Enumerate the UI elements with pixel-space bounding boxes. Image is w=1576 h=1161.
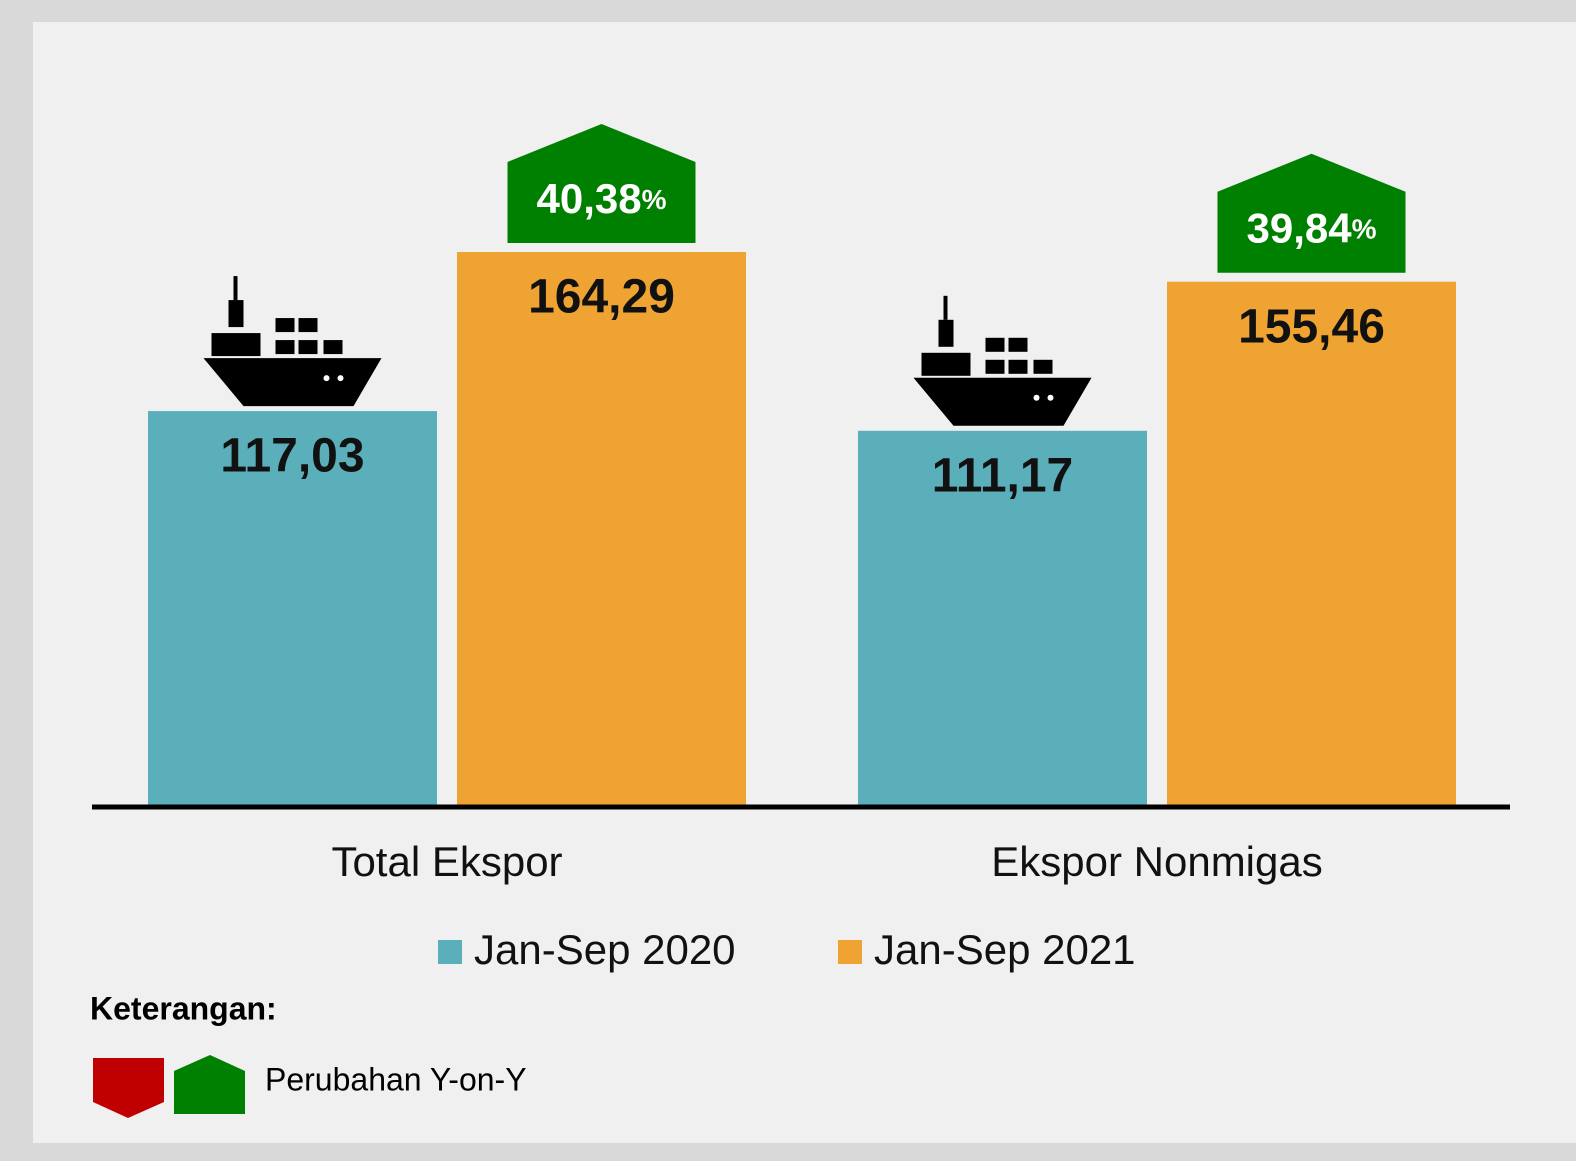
ship-mast [228,300,244,328]
ship-container [985,337,1005,352]
ship-cabin [211,333,261,357]
value-label: 117,03 [220,430,364,483]
legend-label: Jan-Sep 2021 [874,926,1136,973]
legend-label: Jan-Sep 2020 [474,926,736,973]
bar [1167,281,1456,805]
change-value: 40,38 [536,175,641,222]
bar [858,430,1147,805]
ship-cabin [921,352,971,376]
ship-icon [203,276,382,407]
ship-container [275,340,295,355]
value-label: 111,17 [932,449,1074,502]
ship-container [298,340,318,355]
change-unit: % [642,184,667,215]
ship-container [1033,359,1053,374]
x-tick-label: Ekspor Nonmigas [991,838,1322,885]
change-label: 39,84% [1246,205,1376,252]
ship-icon [913,295,1092,426]
value-label: 155,46 [1238,300,1385,353]
note-text: Perubahan Y-on-Y [265,1061,527,1097]
ship-hull [203,358,382,407]
ship-porthole [323,375,330,382]
note-title: Keterangan: [90,990,277,1026]
key-up [174,1055,245,1114]
legend-swatch [838,940,862,964]
change-badge [1217,153,1406,273]
value-label: 164,29 [528,271,675,324]
change-unit: % [1352,214,1377,245]
ship-hull [913,377,1092,426]
change-label: 40,38% [536,175,666,222]
legend-swatch [438,940,462,964]
ship-container [1008,359,1028,374]
ship-porthole [1047,394,1054,401]
ship-porthole [337,375,344,382]
ship-container [1008,337,1028,352]
change-value: 39,84 [1246,205,1352,252]
ship-container [298,318,318,333]
key-down [93,1058,164,1118]
ship-porthole [1033,394,1040,401]
bar [148,411,437,805]
ship-container [985,359,1005,374]
x-tick-label: Total Ekspor [331,838,562,885]
change-badge [507,124,696,243]
ship-container [323,340,343,355]
ship-mast [938,319,954,347]
bar [457,252,746,805]
ship-container [275,318,295,333]
